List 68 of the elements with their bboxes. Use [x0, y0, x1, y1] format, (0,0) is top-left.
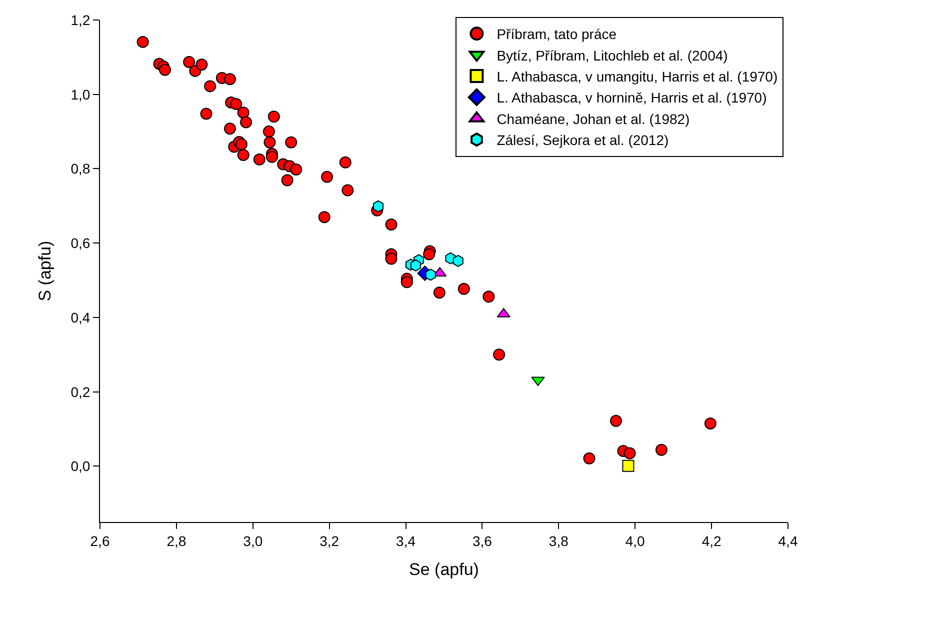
- y-tick-label: 1,0: [70, 86, 90, 102]
- point: [339, 156, 352, 168]
- point: [240, 116, 252, 128]
- point: [704, 417, 716, 430]
- point: [264, 136, 276, 148]
- x-tick-label: 3,2: [320, 532, 340, 549]
- point: [385, 252, 398, 265]
- y-axis-title: S (apfu): [35, 240, 54, 302]
- x-tick-label: 3,6: [472, 532, 492, 549]
- x-tick-label: 3,8: [548, 532, 569, 549]
- point: [204, 80, 216, 92]
- point: [237, 148, 250, 161]
- legend-label: L. Athabasca, v hornině, Harris et al. (1970): [496, 90, 767, 106]
- point: [385, 218, 398, 231]
- y-tick-label: 0,6: [70, 235, 90, 252]
- point: [266, 150, 278, 163]
- x-axis-title: Se (apfu): [409, 560, 479, 580]
- point: [482, 290, 495, 303]
- point: [158, 64, 171, 76]
- point: [342, 184, 354, 196]
- point: [224, 73, 236, 86]
- point: [230, 98, 242, 110]
- y-tick-label: 0,8: [70, 160, 90, 177]
- point: [281, 174, 294, 186]
- legend-label: L. Athabasca, v umangitu, Harris et al. (1970): [496, 68, 778, 84]
- x-tick-label: 4,4: [778, 532, 798, 549]
- point: [452, 254, 464, 267]
- point: [624, 447, 636, 460]
- point: [622, 460, 634, 472]
- point: [290, 163, 302, 176]
- point: [410, 259, 421, 272]
- point: [318, 211, 330, 224]
- point: [183, 56, 196, 68]
- point: [373, 200, 384, 212]
- point: [136, 36, 149, 48]
- point: [655, 444, 668, 456]
- point: [493, 348, 506, 361]
- x-tick-label: 2,8: [166, 532, 186, 549]
- point: [200, 108, 212, 120]
- y-tick-label: 1,2: [70, 12, 90, 28]
- point: [253, 153, 266, 166]
- point: [196, 58, 208, 71]
- legend-label: Příbram, tato práce: [496, 26, 617, 42]
- point: [235, 138, 248, 150]
- point: [224, 122, 236, 135]
- point: [237, 106, 250, 119]
- point: [423, 248, 436, 260]
- y-tick-label: 0,4: [70, 309, 90, 326]
- point: [268, 110, 280, 123]
- legend-label: Zálesí, Sejkora et al. (2012): [496, 132, 669, 148]
- point: [610, 414, 622, 427]
- point: [433, 286, 446, 299]
- x-tick-label: 4,2: [702, 532, 722, 549]
- x-tick-label: 3,0: [243, 532, 263, 549]
- point: [262, 126, 275, 138]
- legend-label: Chaméane, Johan et al. (1982): [496, 110, 690, 127]
- y-tick-label: 0,0: [70, 458, 90, 474]
- legend-label: Bytíz, Příbram, Litochleb et al. (2004): [496, 47, 728, 64]
- point: [285, 136, 298, 148]
- point: [425, 268, 436, 281]
- point: [583, 452, 596, 464]
- x-tick-label: 4,0: [625, 532, 646, 549]
- point: [458, 282, 470, 295]
- y-tick-label: 0,2: [70, 384, 90, 400]
- point: [400, 276, 413, 288]
- point: [321, 170, 334, 183]
- x-tick-label: 2,6: [90, 532, 110, 549]
- x-tick-label: 3,4: [396, 532, 416, 549]
